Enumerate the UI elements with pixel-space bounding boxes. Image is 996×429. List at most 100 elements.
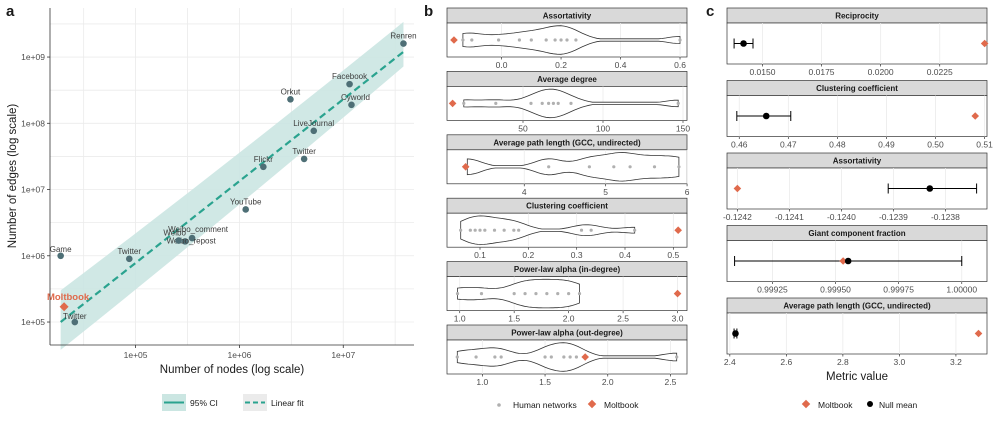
legend-null-dot	[867, 401, 873, 407]
strip-title: Power-law alpha (out-degree)	[511, 329, 623, 338]
metric-panel-assortativity: Assortativity -0.1242 -0.1241 -0.1240 -0.123…	[723, 152, 988, 222]
panel-a-legend: 95% CI Linear fit	[162, 394, 304, 411]
human-network-point-5	[551, 101, 556, 105]
tick-label: 0.4	[619, 250, 631, 260]
tick-label: 0.99975	[883, 285, 914, 295]
null-mean-point	[926, 185, 934, 192]
metric-panel-average-path-length-gcc-undirected: Average path length (GCC, undirected) 2.4…	[724, 297, 988, 367]
tick-label: 0.0150	[749, 67, 775, 77]
null-mean-point	[732, 330, 739, 337]
human-network-point-7	[512, 228, 516, 232]
point-label-weibo-10: Weibo	[163, 229, 186, 238]
violin-shape	[462, 25, 681, 55]
human-network-point-1	[494, 101, 498, 105]
point-label-orkut-2: Orkut	[281, 87, 301, 96]
human-network-point-5	[492, 228, 497, 232]
point-game-12	[57, 252, 64, 260]
legend-human-dot	[497, 403, 501, 407]
panel-c-legend: Moltbook Null mean	[801, 399, 918, 410]
human-network-point-6	[562, 355, 566, 359]
tick-label: 2.0	[602, 377, 614, 387]
human-network-point-7	[568, 355, 572, 359]
point-label-twitter-11: Twitter	[117, 247, 141, 256]
point-livejournal-4	[310, 127, 318, 135]
human-network-point-4	[543, 355, 547, 359]
legend-moltbook-label: Moltbook	[604, 400, 639, 410]
human-network-point-1	[470, 38, 474, 42]
y-tick-label: 1e+06	[21, 251, 45, 261]
metric-panel-giant-component-fraction: Giant component fraction 0.99925 0.99950 0.…	[726, 225, 988, 295]
violin-panel-average-degree: Average degree 50 100 150	[446, 71, 690, 133]
point-label-renren-0: Renren	[390, 32, 416, 41]
human-network-point-1	[474, 355, 478, 359]
tick-label: 2.8	[837, 357, 849, 367]
moltbook-value	[733, 184, 742, 193]
human-network-point-6	[556, 101, 560, 105]
point-label-youtube-7: YouTube	[230, 197, 262, 206]
human-network-point-7	[559, 38, 563, 42]
strip-title: Reciprocity	[835, 12, 879, 21]
moltbook-value	[980, 39, 989, 48]
point-label-weibo-repost-9: Weibo_repost	[166, 236, 216, 245]
human-network-point-9	[675, 355, 679, 359]
panel-a-xlabel: Number of nodes (log scale)	[160, 364, 305, 376]
moltbook-point	[581, 353, 589, 361]
human-network-point-6	[556, 292, 560, 296]
strip-title: Average degree	[537, 75, 597, 84]
strip-title: Average path length (GCC, undirected)	[493, 138, 641, 147]
violin-shape	[457, 278, 580, 309]
human-network-point-1	[479, 292, 484, 296]
human-network-point-0	[462, 101, 466, 105]
human-network-point-3	[478, 228, 482, 232]
point-weibo-repost-9	[181, 238, 189, 245]
human-network-point-4	[628, 165, 632, 169]
tick-label: 0.5	[667, 250, 679, 260]
point-moltbook	[59, 302, 69, 312]
violin-panel-average-path-length-gcc-undirected: Average path length (GCC, undirected) 4 5 6	[446, 134, 690, 197]
legend-ci-label: 95% CI	[190, 398, 218, 408]
tick-label: 2.6	[780, 357, 792, 367]
tick-label: -0.1241	[775, 212, 804, 222]
panel-b-legend: Human networks Moltbook	[497, 399, 639, 410]
tick-label: 0.0225	[927, 67, 953, 77]
legend-fit-label: Linear fit	[271, 398, 304, 408]
strip-title: Assortativity	[833, 157, 882, 166]
tick-label: 0.0175	[809, 67, 835, 77]
null-mean-point	[740, 40, 747, 47]
legend-c-moltbook-diamond	[801, 399, 811, 409]
tick-label: 50	[518, 123, 528, 133]
metric-panel-clustering-coefficient: Clustering coefficient 0.46 0.47 0.48 0.49 0.…	[726, 80, 993, 150]
human-network-point-2	[496, 38, 501, 42]
tick-label: 0.99925	[757, 285, 788, 295]
panel-a-y-ticks: 1e+05 1e+06 1e+07 1e+08 1e+09	[21, 52, 50, 327]
point-weibo-10	[175, 237, 182, 244]
human-network-point-5	[544, 38, 548, 42]
legend-moltbook-diamond	[587, 399, 597, 409]
strip-title: Giant component fraction	[808, 229, 905, 238]
panel-box	[726, 312, 988, 355]
tick-label: -0.1242	[723, 212, 752, 222]
tick-label: 1.0	[454, 314, 466, 324]
tick-label: 3.0	[893, 357, 905, 367]
y-tick-label: 1e+05	[21, 317, 45, 327]
legend-c-moltbook-label: Moltbook	[818, 400, 853, 410]
violin-panel-assortativity: Assortativity 0.0 0.2 0.4 0.6	[446, 7, 688, 70]
human-network-point-0	[455, 355, 459, 359]
panel-a-x-ticks: 1e+05 1e+06 1e+07	[124, 345, 355, 360]
human-network-point-2	[493, 355, 497, 359]
human-network-point-5	[652, 165, 657, 169]
tick-label: 0.48	[829, 140, 846, 150]
human-network-point-6	[502, 228, 506, 232]
tick-label: -0.1240	[827, 212, 856, 222]
point-weibo-comment-8	[188, 234, 196, 242]
tick-label: -0.1239	[879, 212, 908, 222]
y-tick-label: 1e+08	[21, 118, 45, 128]
tick-label: 150	[676, 123, 690, 133]
human-network-point-8	[517, 228, 521, 232]
moltbook-point	[448, 99, 457, 108]
point-twitter-5	[300, 155, 308, 163]
tick-label: 0.47	[780, 140, 797, 150]
human-network-point-5	[545, 292, 549, 296]
human-network-point-6	[553, 38, 557, 42]
human-network-point-3	[517, 38, 522, 42]
